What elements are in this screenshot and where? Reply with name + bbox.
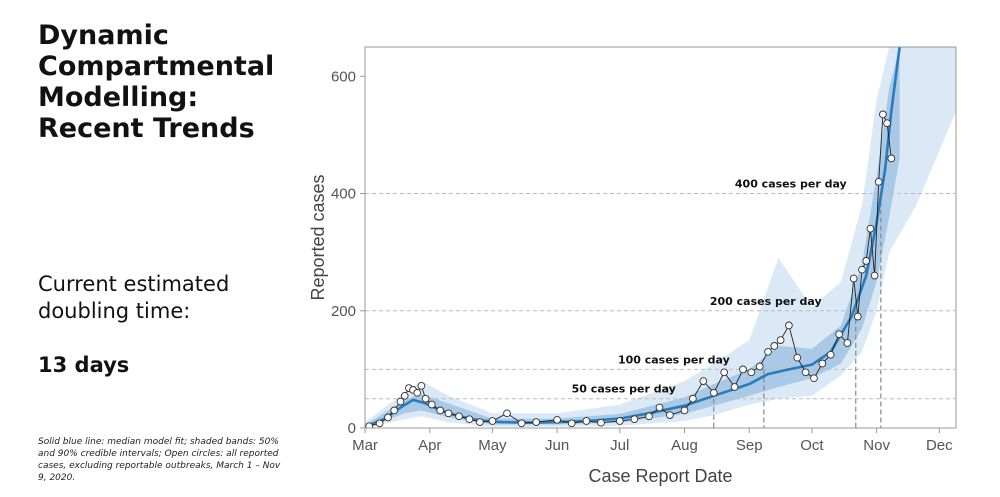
reported-case-point xyxy=(826,350,835,359)
x-tick-label: Nov xyxy=(863,437,890,454)
reported-case-point xyxy=(709,388,718,397)
chart-footnote: Solid blue line: median model fit; shade… xyxy=(38,437,281,483)
reported-case-point xyxy=(793,353,802,362)
x-tick-label: May xyxy=(478,437,507,454)
reported-case-point xyxy=(630,415,639,424)
reported-case-point xyxy=(883,119,891,128)
y-axis-label: Reported cases xyxy=(308,174,328,300)
reported-case-point xyxy=(853,312,862,321)
reported-case-point xyxy=(785,321,793,330)
reported-case-point xyxy=(666,411,674,419)
axis-ticks: 0 200 400 600 Mar Apr May Jun Jul Aug Sep Oct Nov Dec xyxy=(331,68,953,454)
reported-case-point xyxy=(421,394,430,403)
reported-case-point xyxy=(689,394,697,403)
reported-case-point xyxy=(503,409,511,418)
x-tick-label: Jul xyxy=(610,437,629,454)
reported-cases-layer xyxy=(365,110,896,428)
reported-case-point xyxy=(655,403,664,412)
reported-cases-chart: 50 cases per day 100 cases per day 200 cas… xyxy=(308,46,957,486)
plot-frame xyxy=(364,46,957,429)
page-title: Dynamic Compartmental Modelling: Recent … xyxy=(38,20,275,144)
reported-case-point xyxy=(517,419,526,428)
reported-case-point xyxy=(801,368,810,377)
y-tick-label: 600 xyxy=(331,68,356,85)
reported-case-point xyxy=(680,406,689,415)
reported-case-point xyxy=(747,368,756,377)
reported-case-point xyxy=(755,362,764,371)
annotation-100: 100 cases per day xyxy=(618,353,730,366)
reported-case-point xyxy=(396,397,405,406)
x-tick-label: Mar xyxy=(352,437,378,454)
y-tick-label: 200 xyxy=(331,303,356,320)
x-tick-label: Sep xyxy=(736,437,763,454)
reported-case-point xyxy=(427,400,436,409)
reported-case-point xyxy=(488,417,497,425)
x-tick-label: Apr xyxy=(418,437,441,454)
reported-case-point xyxy=(417,381,426,390)
band-90-band xyxy=(365,47,956,428)
reported-case-point xyxy=(444,409,453,418)
y-tick-label: 400 xyxy=(331,186,356,203)
x-tick-label: Dec xyxy=(926,437,953,454)
reported-case-point xyxy=(730,383,739,391)
reported-case-point xyxy=(818,359,827,368)
reported-case-point xyxy=(553,415,561,424)
doubling-time-label: Current estimated doubling time: xyxy=(38,272,230,323)
reported-case-point xyxy=(413,388,422,397)
reported-case-point xyxy=(887,154,896,163)
reported-case-point xyxy=(862,257,871,265)
x-tick-label: Jun xyxy=(545,437,569,454)
reported-case-point xyxy=(465,415,474,424)
doubling-time-value: 13 days xyxy=(38,353,130,377)
reported-case-point xyxy=(567,419,576,428)
reference-gridlines: 50 cases per day 100 cases per day 200 cas… xyxy=(365,178,956,428)
reported-case-point xyxy=(699,377,708,385)
reported-case-point xyxy=(849,274,858,283)
x-tick-label: Oct xyxy=(800,437,824,454)
x-axis-label: Case Report Date xyxy=(588,466,732,486)
annotation-200: 200 cases per day xyxy=(710,295,822,308)
y-tick-label: 0 xyxy=(348,420,356,437)
x-tick-label: Aug xyxy=(671,437,698,454)
reported-case-point xyxy=(476,418,484,426)
reported-case-point xyxy=(455,412,463,421)
annotation-400: 400 cases per day xyxy=(735,178,847,191)
reported-case-point xyxy=(879,110,887,119)
reported-case-point xyxy=(375,419,384,428)
doubling-time-block: Current estimated doubling time: 13 days xyxy=(38,244,288,379)
reported-case-point xyxy=(843,339,852,347)
reported-case-point xyxy=(582,417,591,425)
reported-case-point xyxy=(770,342,779,350)
reported-case-point xyxy=(365,422,374,428)
reported-case-point xyxy=(870,271,879,280)
reported-case-point xyxy=(739,365,747,374)
reported-case-point xyxy=(532,418,541,426)
reported-case-point xyxy=(764,347,772,356)
reported-case-point xyxy=(835,330,843,339)
reported-case-point xyxy=(645,412,653,421)
reported-case-point xyxy=(776,336,785,344)
band-50-band xyxy=(365,47,900,428)
reported-case-point xyxy=(597,418,605,427)
reported-case-point xyxy=(874,177,883,186)
reported-case-point xyxy=(858,265,866,274)
reported-case-point xyxy=(436,406,445,415)
annotation-50: 50 cases per day xyxy=(572,383,676,396)
reported-case-point xyxy=(400,391,409,400)
reported-case-point xyxy=(384,413,392,422)
credible-interval-bands xyxy=(365,47,956,428)
reported-case-point xyxy=(810,374,818,383)
reported-case-point xyxy=(615,417,624,425)
reported-case-point xyxy=(720,368,729,377)
reported-case-point xyxy=(390,406,399,415)
reported-case-point xyxy=(866,224,875,233)
